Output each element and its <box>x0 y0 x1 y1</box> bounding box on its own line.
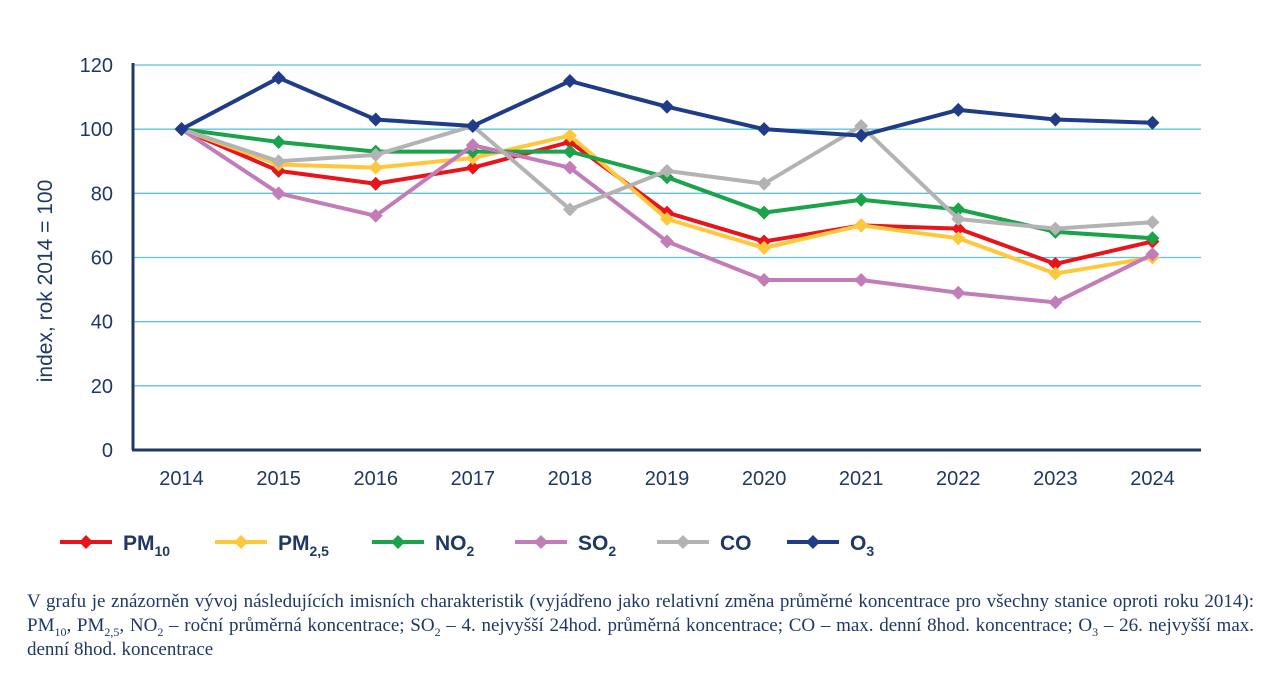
data-point-so2 <box>1048 295 1063 310</box>
legend-swatch-marker <box>806 535 820 549</box>
data-point-no2 <box>951 202 966 217</box>
data-point-o3 <box>1048 112 1063 127</box>
data-point-co <box>1145 215 1160 230</box>
data-point-o3 <box>1145 115 1160 130</box>
axes <box>131 63 1201 452</box>
x-tick-label: 2019 <box>645 468 690 490</box>
data-point-co <box>562 202 577 217</box>
data-point-co <box>951 212 966 226</box>
legend-label: CO <box>720 532 752 555</box>
data-point-pm25 <box>368 160 383 175</box>
data-point-o3 <box>951 102 966 117</box>
series-line-pm25 <box>180 127 1153 276</box>
legend-label: SO2 <box>578 532 616 559</box>
y-tick-label: 0 <box>102 440 113 462</box>
y-tick-label: 20 <box>91 376 113 398</box>
x-tick-label: 2022 <box>936 468 981 490</box>
x-tick-label: 2024 <box>1130 468 1175 490</box>
data-point-pm10 <box>465 160 480 175</box>
y-tick-label: 40 <box>91 312 113 334</box>
legend-swatch-marker <box>234 535 248 549</box>
x-tick-label: 2017 <box>451 468 496 490</box>
data-point-pm25 <box>562 128 577 143</box>
data-point-pm25 <box>951 231 966 246</box>
data-point-pm10 <box>951 221 966 236</box>
data-point-o3 <box>465 118 480 133</box>
legend-item-pm10: PM10 <box>60 532 170 559</box>
data-point-co <box>660 163 674 178</box>
x-tick-label: 2020 <box>742 468 787 490</box>
data-point-so2 <box>465 138 480 153</box>
data-point-o3 <box>660 99 674 114</box>
legend-item-pm25: PM2,5 <box>215 532 329 559</box>
x-tick-label: 2015 <box>256 468 301 490</box>
data-point-pm25 <box>660 212 674 226</box>
data-point-o3 <box>271 70 286 85</box>
data-point-pm25 <box>854 218 869 233</box>
data-point-o3 <box>854 128 869 143</box>
y-axis-ticks: 0 20 40 60 80 100 120 <box>80 55 113 462</box>
legend-swatch-marker <box>676 535 690 549</box>
legend-label: PM10 <box>123 532 170 559</box>
data-point-co <box>368 147 383 162</box>
legend-swatch-marker <box>534 535 548 549</box>
data-point-so2 <box>854 272 869 287</box>
legend-label: O3 <box>850 532 874 559</box>
legend-swatch-marker <box>79 535 93 549</box>
data-point-so2 <box>660 234 674 249</box>
series-no2 <box>174 122 1160 246</box>
series-o3 <box>174 70 1160 143</box>
legend: PM10 PM2,5 NO2 SO2 CO O3 <box>60 532 874 559</box>
legend-item-o3: O3 <box>787 532 874 559</box>
data-point-no2 <box>1145 231 1160 246</box>
data-point-o3 <box>368 112 383 127</box>
data-point-so2 <box>271 186 286 201</box>
data-point-no2 <box>757 205 772 220</box>
data-point-no2 <box>271 135 286 149</box>
data-point-no2 <box>854 192 869 207</box>
y-axis-label: index, rok 2014 = 100 <box>34 180 57 383</box>
x-tick-label: 2021 <box>839 468 884 490</box>
x-tick-label: 2014 <box>159 468 204 490</box>
data-point-o3 <box>757 122 772 137</box>
gridlines <box>133 64 1201 387</box>
data-point-pm25 <box>757 240 772 255</box>
data-point-no2 <box>562 144 577 159</box>
figure-caption: V grafu je znázorněn vývoj následujících… <box>27 591 1254 660</box>
legend-label: NO2 <box>435 532 475 559</box>
data-point-so2 <box>951 285 966 300</box>
legend-swatch-marker <box>391 535 405 549</box>
data-point-pm10 <box>368 176 383 191</box>
legend-item-co: CO <box>657 532 752 555</box>
data-point-so2 <box>368 208 383 223</box>
y-tick-label: 120 <box>80 55 113 77</box>
legend-item-so2: SO2 <box>515 532 616 559</box>
series-group <box>174 70 1160 310</box>
data-point-co <box>1048 221 1063 236</box>
data-point-o3 <box>562 74 577 89</box>
data-point-so2 <box>562 160 577 175</box>
data-point-o3 <box>174 122 189 137</box>
x-tick-label: 2016 <box>353 468 398 490</box>
data-point-co <box>271 154 286 169</box>
x-tick-label: 2018 <box>548 468 593 490</box>
y-tick-label: 80 <box>91 183 113 205</box>
line-chart: 0 20 40 60 80 100 120 2014 2015 2016 2017 2018 2019… <box>34 55 1201 559</box>
x-tick-label: 2023 <box>1033 468 1078 490</box>
legend-label: PM2,5 <box>278 532 329 559</box>
data-point-co <box>854 118 869 133</box>
x-axis-ticks: 2014 2015 2016 2017 2018 2019 2020 2021 2022 2023… <box>159 468 1174 490</box>
legend-item-no2: NO2 <box>372 532 475 559</box>
data-point-pm25 <box>1048 266 1063 281</box>
y-tick-label: 100 <box>80 119 113 141</box>
data-point-so2 <box>1145 247 1160 262</box>
data-point-so2 <box>757 272 772 287</box>
y-tick-label: 60 <box>91 248 113 270</box>
data-point-pm10 <box>1048 256 1063 271</box>
data-point-co <box>757 176 772 191</box>
